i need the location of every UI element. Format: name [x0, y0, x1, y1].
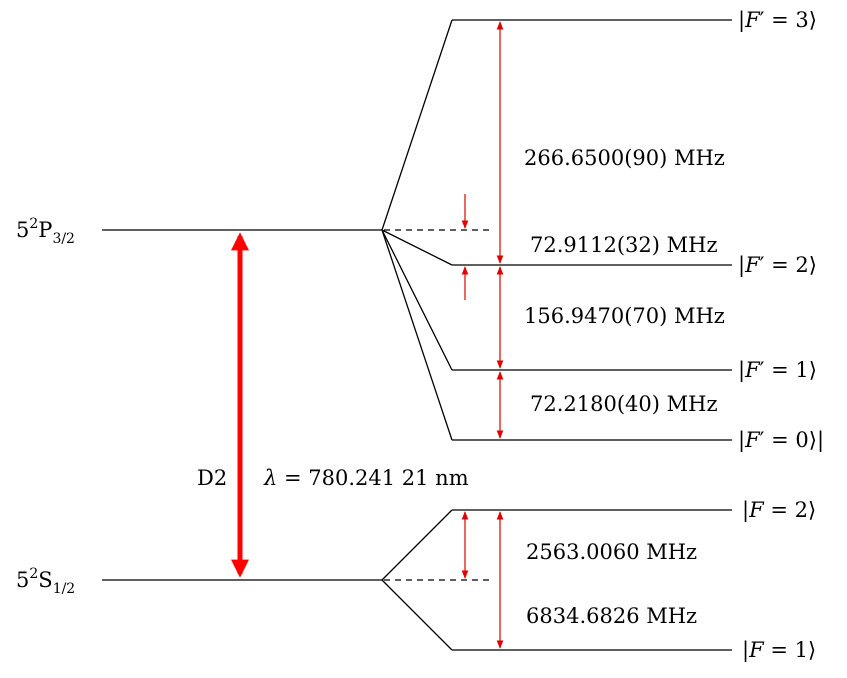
label-g2: |F = 2⟩: [742, 498, 816, 523]
splitting-ground-total: 6834.6826 MHz: [526, 604, 697, 628]
splitting-f3-f2: 266.6500(90) MHz: [524, 146, 725, 170]
fan-line-f3: [381, 19, 453, 231]
splitting-f1-f0: 72.2180(40) MHz: [530, 392, 718, 416]
fan-line-f2: [381, 229, 453, 266]
transition-wavelength: λ = 780.241 21 nm: [263, 466, 469, 490]
fan-line-g1: [381, 579, 453, 651]
label-p32: 52P3/2: [16, 216, 75, 247]
splitting-ground-shift: 2563.0060 MHz: [526, 540, 697, 564]
label-s12: 52S1/2: [16, 566, 75, 597]
splitting-f2-shift: 72.9112(32) MHz: [530, 233, 718, 257]
label-f3: |F′ = 3⟩: [738, 8, 817, 33]
label-f1: |F′ = 1⟩: [738, 358, 817, 383]
label-g1: |F = 1⟩: [742, 638, 816, 663]
label-f2: |F′ = 2⟩: [738, 253, 817, 278]
splitting-f2-f1: 156.9470(70) MHz: [524, 304, 725, 328]
fan-line-f1: [381, 229, 453, 371]
fan-line-f0: [381, 229, 453, 441]
label-f0: |F′ = 0⟩|: [738, 428, 824, 453]
transition-name: D2: [197, 466, 227, 490]
fan-line-g2: [381, 509, 453, 581]
